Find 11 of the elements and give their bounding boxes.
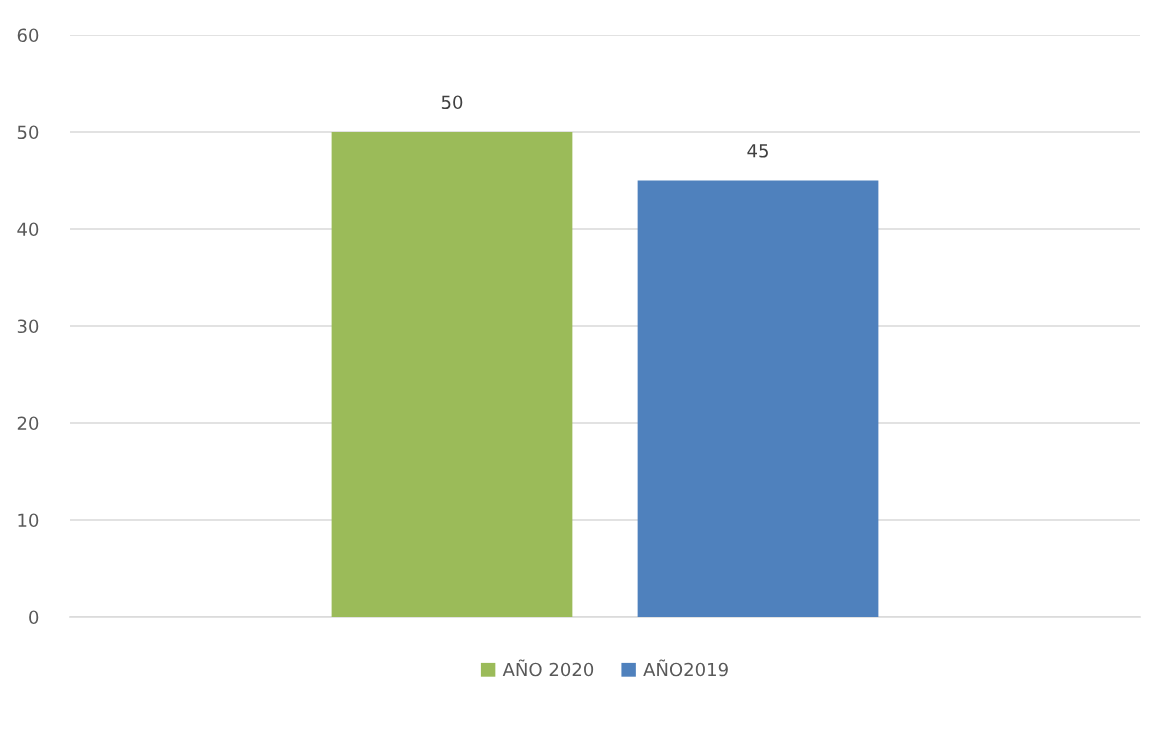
y-tick-label: 20 — [17, 416, 39, 431]
legend-label: AÑO 2020 — [502, 659, 594, 677]
y-tick-label: 30 — [17, 319, 39, 334]
y-tick-label: 10 — [18, 513, 39, 528]
data-label: 50 — [441, 95, 463, 110]
y-tick-label: 0 — [29, 610, 39, 625]
y-tick-label: 50 — [17, 125, 39, 140]
legend-label: AÑO2019 — [643, 659, 728, 677]
data-label: 45 — [747, 144, 768, 158]
y-tick-label: 60 — [17, 28, 39, 43]
y-tick-label: 40 — [17, 222, 39, 237]
